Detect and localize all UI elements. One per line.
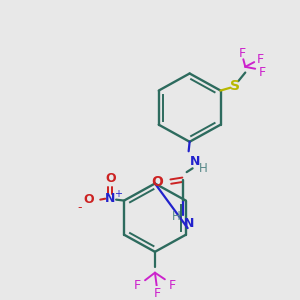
Text: F: F xyxy=(259,66,266,79)
Text: N: N xyxy=(184,217,194,230)
Text: N: N xyxy=(189,155,200,168)
Text: F: F xyxy=(239,47,246,60)
Text: O: O xyxy=(83,193,94,206)
Text: H: H xyxy=(172,210,181,223)
Text: O: O xyxy=(105,172,116,185)
Text: H: H xyxy=(199,162,208,175)
Text: F: F xyxy=(153,287,161,300)
Text: F: F xyxy=(169,278,176,292)
Text: O: O xyxy=(151,175,163,189)
Text: N: N xyxy=(105,192,116,205)
Text: +: + xyxy=(114,189,122,199)
Text: F: F xyxy=(134,280,141,292)
Text: -: - xyxy=(77,201,82,214)
Text: F: F xyxy=(256,53,264,66)
Text: S: S xyxy=(230,79,240,93)
